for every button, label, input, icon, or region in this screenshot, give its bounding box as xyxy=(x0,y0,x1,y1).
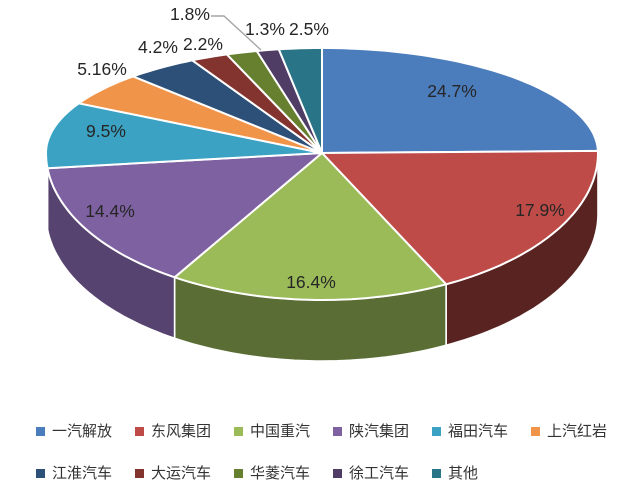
legend-swatch xyxy=(36,426,45,436)
pie-chart: 24.7% 17.9% 16.4% 14.4% 9.5% 5.16% 4.2% 2.2% 1.8… xyxy=(45,4,599,362)
legend-item: 福田汽车 xyxy=(432,424,531,439)
legend-row: 江淮汽车 大运汽车 华菱汽车 徐工汽车 其他 xyxy=(36,463,636,483)
pie-slice xyxy=(321,47,599,154)
slice-label: 24.7% xyxy=(427,81,477,101)
legend-label: 中国重汽 xyxy=(250,422,311,440)
legend-label: 一汽解放 xyxy=(52,422,113,440)
legend-row: 一汽解放 东风集团 中国重汽 陕汽集团 福田汽车 上汽红岩 xyxy=(36,421,636,441)
legend-swatch xyxy=(135,426,144,436)
legend-label: 上汽红岩 xyxy=(547,422,608,440)
legend-swatch xyxy=(333,468,342,478)
legend-label: 徐工汽车 xyxy=(349,464,410,482)
legend-label: 江淮汽车 xyxy=(52,464,113,482)
legend-item: 东风集团 xyxy=(135,424,234,439)
slice-label: 17.9% xyxy=(515,200,565,220)
legend-item: 一汽解放 xyxy=(36,424,135,439)
legend-item: 上汽红岩 xyxy=(531,424,630,439)
slice-label: 16.4% xyxy=(286,272,336,292)
legend-swatch xyxy=(333,426,342,436)
legend-swatch xyxy=(234,426,243,436)
legend-swatch xyxy=(36,468,45,478)
legend-label: 陕汽集团 xyxy=(349,422,410,440)
legend-label: 福田汽车 xyxy=(448,422,509,440)
legend-item: 陕汽集团 xyxy=(333,424,432,439)
legend-swatch xyxy=(234,468,243,478)
slice-label: 2.5% xyxy=(289,19,329,39)
label-leader-line xyxy=(211,15,262,51)
pie-slice xyxy=(46,152,323,279)
legend-item: 江淮汽车 xyxy=(36,466,135,481)
legend-swatch xyxy=(432,426,441,436)
pie-slice xyxy=(277,47,323,154)
legend-swatch xyxy=(135,468,144,478)
legend-item: 大运汽车 xyxy=(135,466,234,481)
slice-label: 2.2% xyxy=(183,34,223,54)
pie-slice xyxy=(191,53,323,154)
slice-label: 9.5% xyxy=(86,121,126,141)
slice-label: 4.2% xyxy=(138,37,178,57)
legend-item: 中国重汽 xyxy=(234,424,333,439)
chart-legend: 一汽解放 东风集团 中国重汽 陕汽集团 福田汽车 上汽红岩江淮汽车 大运汽车 华菱汽车 徐工汽车… xyxy=(36,421,636,497)
slice-label: 14.4% xyxy=(85,201,135,221)
legend-item: 华菱汽车 xyxy=(234,466,333,481)
pie-slice xyxy=(77,75,323,154)
legend-label: 华菱汽车 xyxy=(250,464,311,482)
legend-item: 其他 xyxy=(432,466,531,481)
slice-label: 5.16% xyxy=(77,59,127,79)
legend-swatch xyxy=(531,426,540,436)
legend-label: 其他 xyxy=(448,464,479,482)
pie-slice xyxy=(45,102,323,170)
pie-slice xyxy=(321,149,599,286)
legend-label: 东风集团 xyxy=(151,422,212,440)
legend-label: 大运汽车 xyxy=(151,464,212,482)
pie-slice xyxy=(173,152,448,301)
slice-label: 1.8% xyxy=(170,4,210,24)
legend-item: 徐工汽车 xyxy=(333,466,432,481)
legend-swatch xyxy=(432,468,441,478)
pie-slice xyxy=(225,50,323,154)
slice-label: 1.3% xyxy=(245,19,285,39)
pie-slice xyxy=(132,59,323,154)
